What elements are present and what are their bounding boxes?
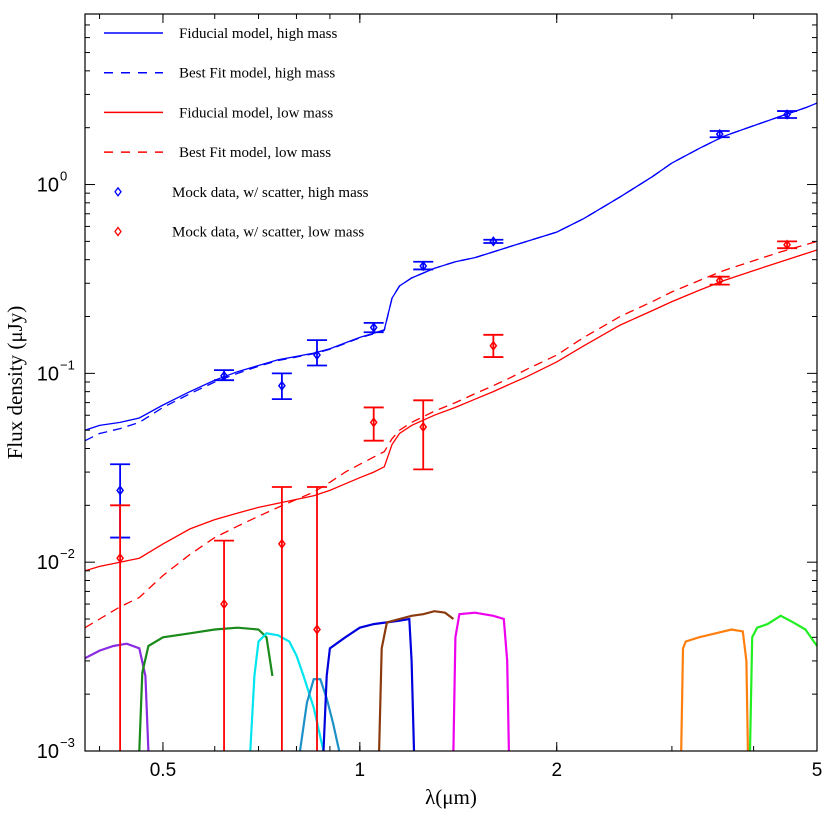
x-tick-label: 1 — [355, 760, 366, 781]
diamond-marker — [313, 624, 321, 635]
x-tick-label: 5 — [812, 760, 823, 781]
legend-swatch — [114, 226, 122, 237]
diamond-marker — [116, 552, 125, 564]
filter-curve-IRAC1 — [680, 628, 749, 751]
diamond-marker — [419, 260, 428, 272]
filter-curve-z — [322, 617, 416, 751]
filter-curves-layer — [85, 610, 817, 751]
y-tick-label: 10 — [37, 552, 59, 574]
filter-curve-u — [85, 642, 150, 751]
y-tick-exponent: −3 — [60, 735, 75, 750]
filter-curve-IRAC2 — [748, 614, 817, 751]
mock-data-point-1-8 — [709, 128, 730, 140]
mock-data-layer — [110, 109, 798, 751]
legend-entry-6: Mock data, w/ scatter, low mass — [114, 225, 364, 241]
filter-curve-g — [138, 626, 274, 751]
diamond-marker — [277, 380, 286, 391]
x-tick-label: 0.5 — [150, 760, 176, 781]
diamond-marker — [489, 236, 498, 247]
mock-data-point-2-1 — [110, 504, 131, 751]
legend-label: Fiducial model, high mass — [179, 26, 337, 42]
diamond-marker — [220, 370, 228, 382]
model-series-line-2 — [85, 102, 817, 442]
diamond-marker — [419, 421, 428, 433]
x-tick-label: 2 — [551, 760, 562, 781]
diamond-marker — [116, 485, 125, 496]
legend-entry-3: Fiducial model, low mass — [104, 105, 333, 121]
diamond-marker — [369, 322, 378, 333]
mock-data-point-1-9 — [777, 109, 798, 120]
y-tick-label: 10 — [37, 741, 59, 763]
diamond-marker — [277, 538, 286, 550]
y-tick-label: 10 — [37, 363, 59, 385]
y-tick-exponent: −2 — [60, 546, 75, 561]
mock-data-point-2-8 — [709, 275, 730, 286]
filter-curve-H — [452, 611, 510, 751]
diamond-marker — [489, 340, 498, 352]
filter-curve-r — [249, 632, 325, 751]
mock-data-point-2-6 — [413, 399, 434, 471]
legend-label: Fiducial model, low mass — [179, 105, 333, 121]
plot-frame — [84, 13, 818, 752]
legend-swatch — [114, 186, 122, 197]
mock-data-point-1-3 — [271, 372, 292, 401]
model-series-line-4 — [85, 240, 817, 629]
y-tick-exponent: 0 — [60, 169, 67, 184]
diamond-marker — [369, 417, 378, 428]
mock-data-point-2-3 — [271, 486, 292, 751]
diamond-marker — [313, 349, 321, 361]
legend-label: Best Fit model, low mass — [179, 145, 331, 161]
diamond-marker — [715, 128, 724, 140]
mock-data-point-1-6 — [413, 260, 434, 272]
y-axis-label: Flux density (μJy) — [3, 306, 27, 460]
x-axis-label: λ(μm) — [425, 785, 477, 809]
mock-data-point-1-4 — [307, 339, 328, 367]
legend-entry-5: Mock data, w/ scatter, high mass — [114, 185, 369, 201]
legend: Fiducial model, high mass Best Fit model,… — [104, 26, 369, 241]
mock-data-point-2-2 — [214, 539, 235, 751]
y-tick-label: 10 — [37, 175, 59, 197]
legend-label: Best Fit model, high mass — [179, 66, 335, 82]
diamond-marker — [715, 275, 724, 286]
legend-entry-4: Best Fit model, low mass — [104, 145, 331, 161]
diamond-marker — [783, 109, 792, 120]
mock-data-point-1-5 — [363, 322, 384, 334]
mock-data-point-2-5 — [363, 406, 384, 442]
legend-label: Mock data, w/ scatter, low mass — [172, 225, 364, 241]
mock-data-point-2-7 — [483, 333, 504, 358]
legend-entry-1: Fiducial model, high mass — [104, 26, 337, 42]
mock-data-point-1-2 — [214, 369, 235, 382]
model-series-layer — [85, 102, 817, 629]
legend-entry-2: Best Fit model, high mass — [104, 66, 335, 82]
filter-curve-J — [378, 610, 455, 751]
diamond-marker — [783, 239, 792, 250]
mock-data-point-2-4 — [307, 486, 328, 751]
diamond-marker — [220, 598, 228, 610]
mock-data-point-2-9 — [777, 239, 798, 250]
filter-curve-i — [298, 678, 341, 751]
y-tick-exponent: −1 — [60, 357, 75, 372]
mock-data-point-1-7 — [483, 236, 504, 247]
legend-label: Mock data, w/ scatter, high mass — [172, 185, 369, 201]
model-series-line-3 — [85, 249, 817, 572]
